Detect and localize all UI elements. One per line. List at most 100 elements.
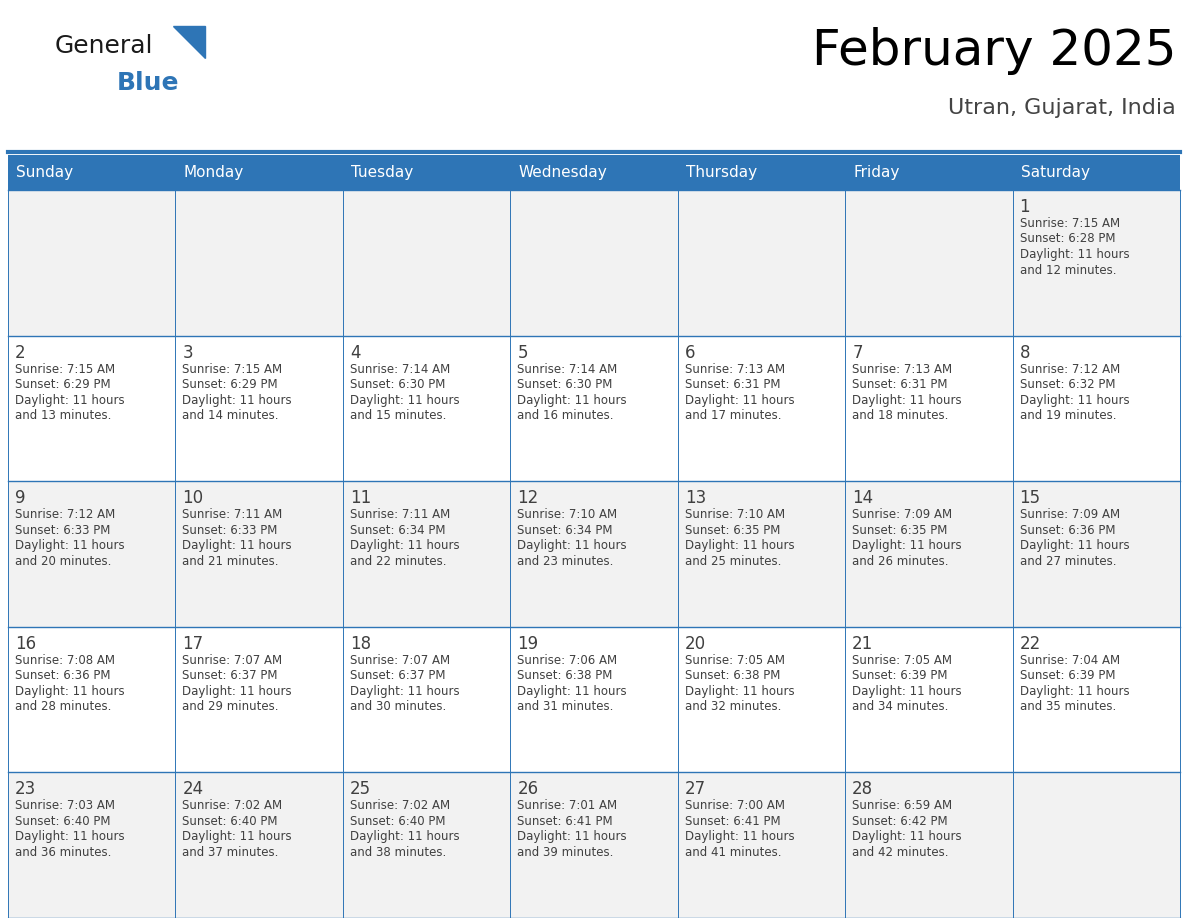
Text: 27: 27 <box>684 780 706 799</box>
Text: Sunrise: 7:14 AM: Sunrise: 7:14 AM <box>517 363 618 375</box>
Text: and 36 minutes.: and 36 minutes. <box>15 845 112 859</box>
Text: Daylight: 11 hours: Daylight: 11 hours <box>183 831 292 844</box>
Text: Sunset: 6:28 PM: Sunset: 6:28 PM <box>1019 232 1116 245</box>
Text: 22: 22 <box>1019 635 1041 653</box>
Text: 8: 8 <box>1019 343 1030 362</box>
Text: 3: 3 <box>183 343 194 362</box>
Text: 24: 24 <box>183 780 203 799</box>
Text: Sunset: 6:40 PM: Sunset: 6:40 PM <box>15 815 110 828</box>
Text: Sunset: 6:34 PM: Sunset: 6:34 PM <box>517 523 613 537</box>
Text: 18: 18 <box>349 635 371 653</box>
Text: Daylight: 11 hours: Daylight: 11 hours <box>852 539 962 553</box>
Text: Daylight: 11 hours: Daylight: 11 hours <box>15 831 125 844</box>
Text: 12: 12 <box>517 489 538 508</box>
Text: Sunset: 6:29 PM: Sunset: 6:29 PM <box>15 378 110 391</box>
Bar <box>8 772 1180 918</box>
Text: Sunset: 6:30 PM: Sunset: 6:30 PM <box>349 378 446 391</box>
Text: and 34 minutes.: and 34 minutes. <box>852 700 948 713</box>
Text: and 30 minutes.: and 30 minutes. <box>349 700 447 713</box>
Text: Daylight: 11 hours: Daylight: 11 hours <box>349 685 460 698</box>
Text: and 37 minutes.: and 37 minutes. <box>183 845 279 859</box>
Text: Sunrise: 7:11 AM: Sunrise: 7:11 AM <box>183 509 283 521</box>
Text: Daylight: 11 hours: Daylight: 11 hours <box>684 831 795 844</box>
Text: Utran, Gujarat, India: Utran, Gujarat, India <box>948 98 1176 118</box>
Text: Sunrise: 7:15 AM: Sunrise: 7:15 AM <box>183 363 283 375</box>
Text: and 14 minutes.: and 14 minutes. <box>183 409 279 422</box>
Text: Sunset: 6:31 PM: Sunset: 6:31 PM <box>684 378 781 391</box>
Text: Sunset: 6:40 PM: Sunset: 6:40 PM <box>183 815 278 828</box>
Text: Daylight: 11 hours: Daylight: 11 hours <box>15 394 125 407</box>
Text: Sunset: 6:40 PM: Sunset: 6:40 PM <box>349 815 446 828</box>
Text: Sunset: 6:32 PM: Sunset: 6:32 PM <box>1019 378 1116 391</box>
Text: 1: 1 <box>1019 198 1030 216</box>
Text: and 19 minutes.: and 19 minutes. <box>1019 409 1116 422</box>
Text: Daylight: 11 hours: Daylight: 11 hours <box>15 685 125 698</box>
Text: Sunrise: 7:07 AM: Sunrise: 7:07 AM <box>183 654 283 666</box>
Text: Sunrise: 7:00 AM: Sunrise: 7:00 AM <box>684 800 785 812</box>
Text: Sunrise: 6:59 AM: Sunrise: 6:59 AM <box>852 800 953 812</box>
Text: and 41 minutes.: and 41 minutes. <box>684 845 782 859</box>
Text: Daylight: 11 hours: Daylight: 11 hours <box>1019 539 1130 553</box>
Text: Sunrise: 7:03 AM: Sunrise: 7:03 AM <box>15 800 115 812</box>
Text: Sunrise: 7:10 AM: Sunrise: 7:10 AM <box>517 509 618 521</box>
Text: 10: 10 <box>183 489 203 508</box>
Text: Daylight: 11 hours: Daylight: 11 hours <box>517 539 627 553</box>
Text: Daylight: 11 hours: Daylight: 11 hours <box>517 394 627 407</box>
Text: and 38 minutes.: and 38 minutes. <box>349 845 447 859</box>
Text: Sunrise: 7:12 AM: Sunrise: 7:12 AM <box>1019 363 1120 375</box>
Text: Daylight: 11 hours: Daylight: 11 hours <box>349 394 460 407</box>
Text: Daylight: 11 hours: Daylight: 11 hours <box>852 831 962 844</box>
Text: Sunset: 6:30 PM: Sunset: 6:30 PM <box>517 378 613 391</box>
Text: Sunset: 6:41 PM: Sunset: 6:41 PM <box>517 815 613 828</box>
Text: 20: 20 <box>684 635 706 653</box>
Text: Daylight: 11 hours: Daylight: 11 hours <box>684 394 795 407</box>
Text: Sunrise: 7:01 AM: Sunrise: 7:01 AM <box>517 800 618 812</box>
Text: Monday: Monday <box>183 165 244 180</box>
Text: and 39 minutes.: and 39 minutes. <box>517 845 614 859</box>
Text: Sunset: 6:38 PM: Sunset: 6:38 PM <box>517 669 613 682</box>
Text: and 26 minutes.: and 26 minutes. <box>852 554 949 567</box>
Polygon shape <box>173 26 206 58</box>
Text: Sunset: 6:37 PM: Sunset: 6:37 PM <box>349 669 446 682</box>
Text: Daylight: 11 hours: Daylight: 11 hours <box>15 539 125 553</box>
Bar <box>8 627 1180 772</box>
Text: Sunrise: 7:11 AM: Sunrise: 7:11 AM <box>349 509 450 521</box>
Text: 23: 23 <box>15 780 37 799</box>
Text: and 20 minutes.: and 20 minutes. <box>15 554 112 567</box>
Text: and 12 minutes.: and 12 minutes. <box>1019 263 1116 276</box>
Text: and 18 minutes.: and 18 minutes. <box>852 409 948 422</box>
Text: Sunset: 6:39 PM: Sunset: 6:39 PM <box>852 669 948 682</box>
Text: Sunset: 6:29 PM: Sunset: 6:29 PM <box>183 378 278 391</box>
Text: 5: 5 <box>517 343 527 362</box>
Text: Sunrise: 7:13 AM: Sunrise: 7:13 AM <box>852 363 953 375</box>
Text: and 23 minutes.: and 23 minutes. <box>517 554 614 567</box>
Text: Sunrise: 7:02 AM: Sunrise: 7:02 AM <box>183 800 283 812</box>
Text: Sunday: Sunday <box>15 165 74 180</box>
Text: Daylight: 11 hours: Daylight: 11 hours <box>1019 248 1130 261</box>
Text: Sunrise: 7:05 AM: Sunrise: 7:05 AM <box>852 654 952 666</box>
Text: 4: 4 <box>349 343 360 362</box>
Text: and 15 minutes.: and 15 minutes. <box>349 409 447 422</box>
Bar <box>8 155 1180 190</box>
Text: Daylight: 11 hours: Daylight: 11 hours <box>852 685 962 698</box>
Text: 6: 6 <box>684 343 695 362</box>
Text: and 42 minutes.: and 42 minutes. <box>852 845 949 859</box>
Text: 28: 28 <box>852 780 873 799</box>
Text: Daylight: 11 hours: Daylight: 11 hours <box>1019 394 1130 407</box>
Text: and 16 minutes.: and 16 minutes. <box>517 409 614 422</box>
Text: Saturday: Saturday <box>1020 165 1089 180</box>
Text: 25: 25 <box>349 780 371 799</box>
Text: 19: 19 <box>517 635 538 653</box>
Text: Sunset: 6:38 PM: Sunset: 6:38 PM <box>684 669 781 682</box>
Text: 14: 14 <box>852 489 873 508</box>
Text: Sunrise: 7:09 AM: Sunrise: 7:09 AM <box>852 509 953 521</box>
Text: 11: 11 <box>349 489 371 508</box>
Text: Sunset: 6:35 PM: Sunset: 6:35 PM <box>852 523 948 537</box>
Text: Sunrise: 7:13 AM: Sunrise: 7:13 AM <box>684 363 785 375</box>
Text: and 28 minutes.: and 28 minutes. <box>15 700 112 713</box>
Text: Daylight: 11 hours: Daylight: 11 hours <box>349 831 460 844</box>
Text: and 29 minutes.: and 29 minutes. <box>183 700 279 713</box>
Text: Sunset: 6:31 PM: Sunset: 6:31 PM <box>852 378 948 391</box>
Text: Sunset: 6:42 PM: Sunset: 6:42 PM <box>852 815 948 828</box>
Bar <box>8 481 1180 627</box>
